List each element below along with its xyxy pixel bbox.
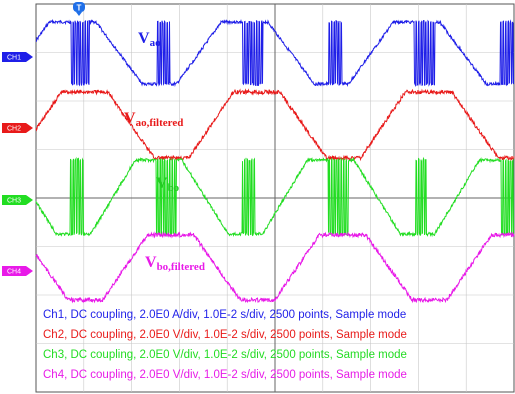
- status-ch3: Ch3, DC coupling, 2.0E0 V/div, 1.0E-2 s/…: [43, 349, 407, 361]
- channel-marker-box: [2, 266, 26, 276]
- label-vbo: Vbo: [156, 175, 180, 194]
- channel-marker-text: CH3: [7, 198, 21, 205]
- label-vao-filtered: Vao,filtered: [124, 110, 183, 129]
- status-ch1: Ch1, DC coupling, 2.0E0 A/div, 1.0E-2 s/…: [43, 309, 406, 321]
- channel-marker-text: CH1: [7, 55, 21, 62]
- trigger-marker-pointer: [76, 12, 82, 16]
- status-ch4: Ch4, DC coupling, 2.0E0 V/div, 1.0E-2 s/…: [43, 369, 407, 381]
- channel-marker-ch3: CH3: [2, 195, 33, 205]
- traces: [35, 18, 515, 304]
- trigger-marker-box: [73, 2, 85, 12]
- channel-marker-pointer: [26, 195, 33, 205]
- trigger-marker-text: T: [77, 4, 82, 13]
- channel-marker-pointer: [26, 52, 33, 62]
- trace-ch1: [35, 18, 515, 88]
- channel-marker-ch1: CH1: [2, 52, 33, 62]
- channel-marker-box: [2, 195, 26, 205]
- channel-markers: CH1 CH2 CH3 CH4: [2, 52, 33, 276]
- trace-ch4: [35, 231, 515, 304]
- trace-ch3: [35, 156, 515, 238]
- grid: [36, 4, 514, 392]
- trace-ch2: [35, 88, 515, 162]
- status-ch2: Ch2, DC coupling, 2.0E0 V/div, 1.0E-2 s/…: [43, 329, 407, 341]
- channel-marker-pointer: [26, 123, 33, 133]
- channel-marker-box: [2, 52, 26, 62]
- channel-marker-text: CH4: [7, 269, 21, 276]
- label-vao: Vao: [138, 30, 161, 49]
- label-vbo-filtered: Vbo,filtered: [145, 254, 205, 273]
- channel-marker-pointer: [26, 266, 33, 276]
- channel-marker-text: CH2: [7, 126, 21, 133]
- channel-marker-ch4: CH4: [2, 266, 33, 276]
- channel-marker-box: [2, 123, 26, 133]
- trigger-marker: T: [73, 2, 85, 16]
- channel-marker-ch2: CH2: [2, 123, 33, 133]
